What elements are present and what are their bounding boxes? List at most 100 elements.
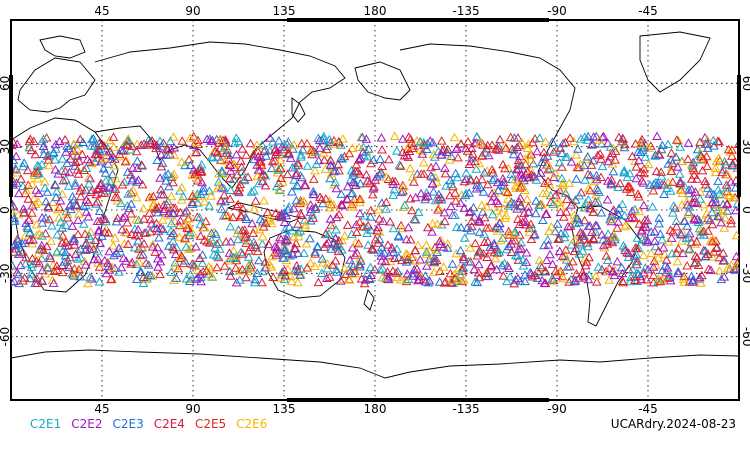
observation-triangle [653,178,663,187]
observation-triangle [707,219,718,229]
observation-triangle [69,233,80,243]
observation-triangle [105,146,115,156]
observation-triangle [631,173,642,183]
observation-triangle [435,266,445,275]
observation-triangle [667,248,677,258]
observation-triangle [562,262,573,271]
observation-triangle [350,250,360,259]
observation-triangle [295,270,306,279]
observation-triangle [218,183,229,193]
observation-triangle [221,148,232,157]
observation-triangle [163,169,173,178]
observation-triangle [538,188,548,198]
observation-triangle [190,148,200,157]
observation-triangle [351,159,362,169]
observation-triangle [137,243,147,252]
observation-triangle [642,215,653,225]
observation-triangle [241,272,251,282]
observation-triangle [254,224,265,234]
observation-triangle [48,197,58,206]
observation-triangle [627,212,638,221]
observation-triangle [614,132,624,142]
right-tick-label: -30 [740,264,750,284]
observation-triangle [284,148,294,157]
observation-triangle [156,184,166,194]
observation-triangle [67,221,78,230]
observation-triangle [282,169,293,179]
observation-triangle [206,136,216,145]
observation-triangle [516,181,527,191]
observation-triangle [27,179,38,189]
observation-triangle [590,271,601,280]
observation-triangle [354,217,365,226]
observation-triangle [477,174,487,184]
observation-triangle [431,161,441,170]
observation-triangle [240,232,251,242]
observation-triangle [584,270,595,279]
observation-triangle [63,260,74,270]
observation-triangle [28,235,38,244]
observation-triangle [146,219,157,228]
observation-triangle [14,247,24,257]
observation-triangle [402,269,413,278]
bottom-tick-label: -45 [638,402,658,416]
observation-triangle [675,178,686,188]
observation-triangle [661,255,672,264]
observation-triangle [148,200,159,210]
observation-triangle [434,277,445,286]
coast-scandinavia [39,35,86,59]
observation-triangle [195,219,206,229]
observation-triangle [366,225,376,234]
observation-triangle [25,273,35,283]
observation-triangle [547,259,558,268]
observation-triangle [726,215,736,224]
observation-triangle [51,144,61,153]
observation-triangle [138,203,149,213]
observation-triangle [529,229,540,239]
observation-triangle [379,248,390,257]
observation-triangle [676,229,687,239]
observation-triangle [592,150,603,160]
observation-triangle [253,146,263,156]
observation-triangle [52,246,62,256]
observation-triangle [42,262,52,271]
observation-triangle [473,267,484,277]
observation-triangle [623,252,634,261]
observation-triangle [349,177,360,187]
observation-triangle [213,252,224,262]
observation-triangle [543,176,553,186]
observation-triangle [285,250,295,260]
observation-triangle [145,214,156,224]
observation-triangle [282,235,293,244]
observation-triangle [445,268,456,278]
observation-triangle [347,259,357,268]
observation-triangle [267,156,278,166]
observation-triangle [94,206,105,215]
observation-triangle [216,204,227,213]
observation-triangle [70,157,81,166]
observation-triangle [635,147,646,156]
observation-triangle [522,194,533,203]
observation-triangle [363,240,373,249]
observation-triangle [671,216,682,225]
observation-triangle [557,184,568,193]
observation-triangle [433,205,443,214]
observation-triangle [237,166,247,176]
observation-triangle [13,269,24,279]
observation-triangle [326,168,337,178]
coast-europe [17,57,96,113]
observation-triangle [127,173,138,183]
observation-triangle [348,177,358,186]
right-tick-label: 0 [740,206,750,214]
observation-triangle [14,188,24,198]
observation-triangle [92,184,103,193]
observation-triangle [30,149,41,159]
observation-triangle [313,277,324,287]
observation-triangle [187,170,197,179]
observation-triangle [296,138,307,148]
observation-triangle [439,216,450,226]
observation-triangle [489,238,499,248]
coast-australia [263,229,346,299]
observation-triangle [400,200,410,209]
observation-triangle [169,150,180,160]
